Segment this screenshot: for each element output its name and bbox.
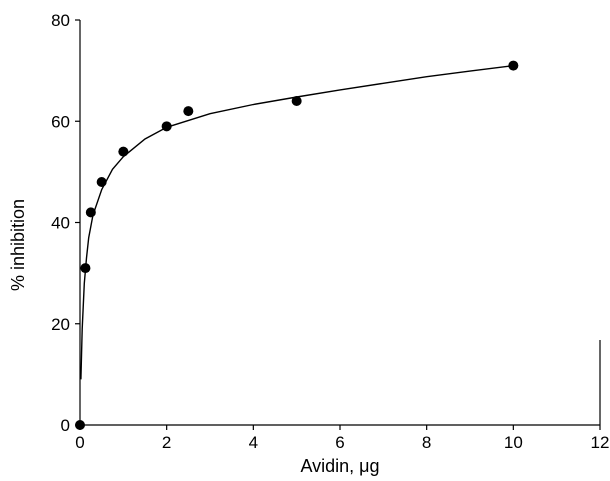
data-point (80, 263, 91, 274)
data-point (75, 420, 85, 430)
x-tick-label: 2 (162, 433, 171, 452)
data-point (85, 207, 96, 218)
x-tick-label: 8 (422, 433, 431, 452)
y-tick-label: 40 (51, 214, 70, 233)
data-points (75, 60, 519, 430)
y-tick-label: 80 (51, 11, 70, 30)
data-point (161, 121, 172, 132)
x-tick-label: 6 (335, 433, 344, 452)
x-ticks: 0 2 4 6 8 10 12 (75, 425, 609, 452)
x-tick-label: 0 (75, 433, 84, 452)
plot-area: 0 20 40 60 80 0 2 4 6 8 10 12 (51, 11, 609, 452)
fit-curve (80, 64, 514, 380)
data-point (291, 96, 302, 106)
data-point (508, 60, 519, 71)
data-point (183, 106, 194, 117)
x-tick-label: 4 (249, 433, 258, 452)
x-tick-label: 12 (591, 433, 610, 452)
x-axis-title: Avidin, μg (300, 456, 379, 476)
y-tick-label: 0 (61, 416, 70, 435)
data-point (118, 146, 129, 157)
y-tick-label: 60 (51, 112, 70, 131)
y-tick-label: 20 (51, 315, 70, 334)
x-tick-label: 10 (504, 433, 523, 452)
y-ticks: 0 20 40 60 80 (51, 11, 80, 435)
data-point (96, 177, 107, 187)
y-axis-title: % inhibition (8, 199, 28, 291)
